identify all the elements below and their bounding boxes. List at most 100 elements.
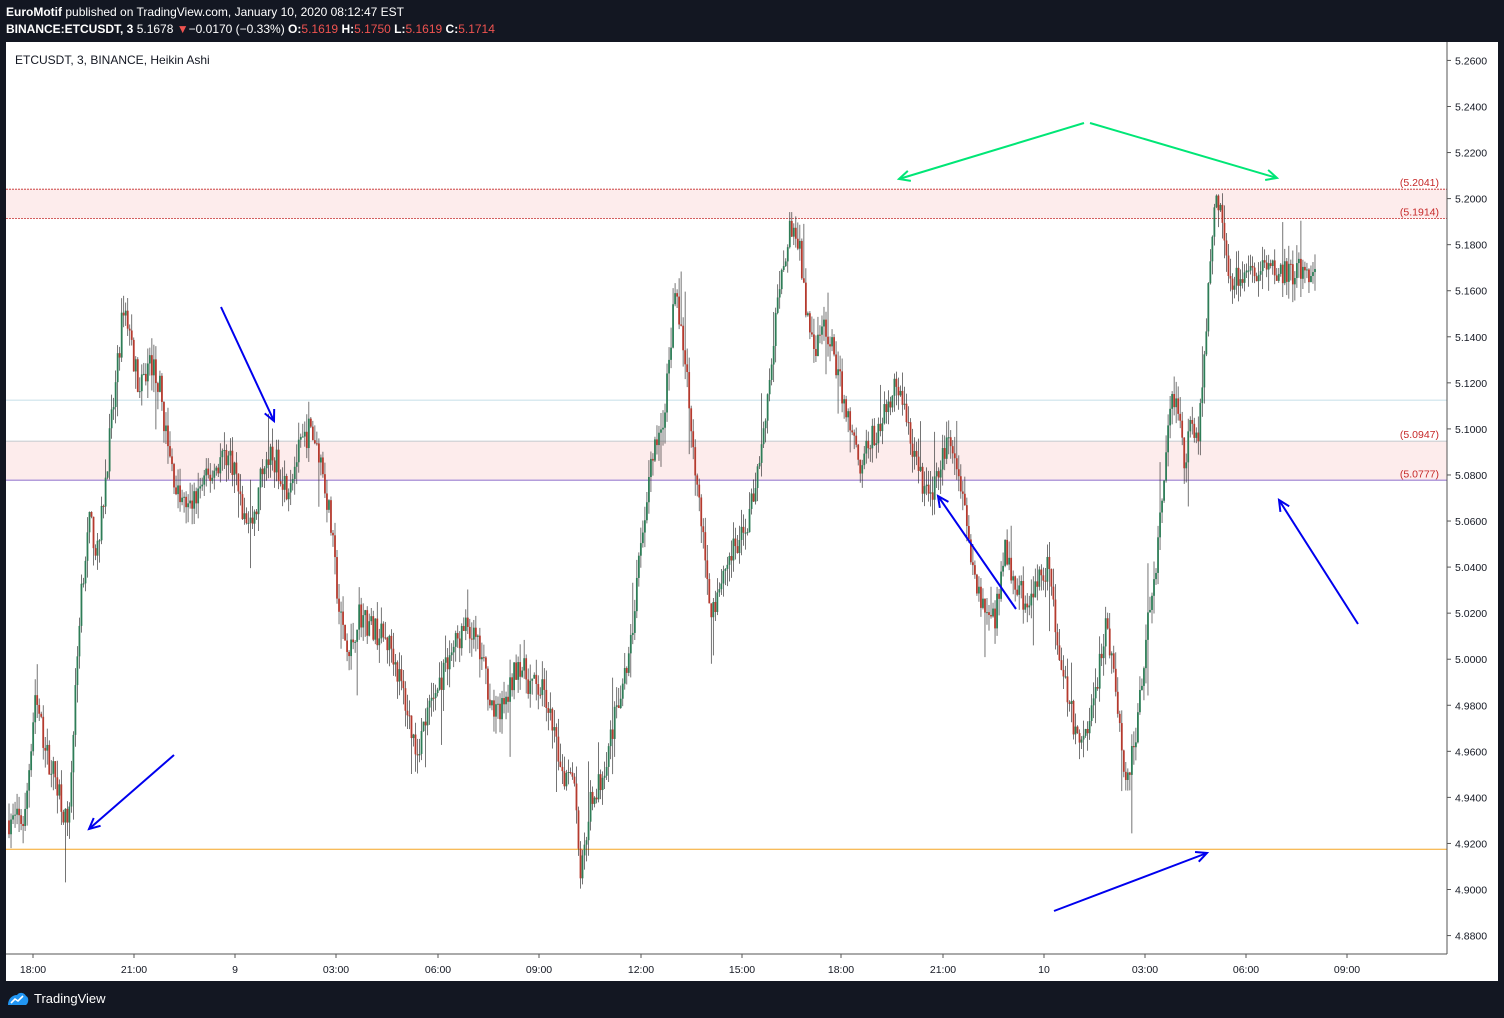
candle-down <box>94 548 97 556</box>
candle-up <box>72 734 75 773</box>
candle-down <box>969 539 972 563</box>
candle-down <box>390 635 393 649</box>
candle-down <box>432 697 435 699</box>
candle-down <box>440 677 443 690</box>
candle-down <box>507 696 509 702</box>
candle-down <box>984 598 986 613</box>
candle-up <box>986 612 988 614</box>
candle-down <box>1231 278 1234 290</box>
candle-up <box>263 468 266 475</box>
candle-down <box>1227 255 1230 276</box>
candle-down <box>829 344 831 347</box>
candle-down <box>1217 195 1220 211</box>
candle-up <box>724 568 727 571</box>
candle-up <box>110 409 113 429</box>
candle-down <box>937 471 940 478</box>
candle-down <box>974 565 976 575</box>
candle-up <box>877 423 880 444</box>
candle-up <box>1090 705 1093 722</box>
candle-up <box>565 772 568 787</box>
candle-up <box>394 662 397 665</box>
candle-down <box>813 334 815 350</box>
price-tick-label: 5.1200 <box>1455 378 1487 390</box>
arrow-shaft <box>1089 122 1278 179</box>
arrow-shaft <box>1278 499 1359 625</box>
candle-down <box>1179 413 1182 421</box>
candle-down <box>163 401 165 432</box>
candle-up <box>213 470 216 478</box>
candle-down <box>539 694 542 696</box>
candle-up <box>933 476 936 500</box>
candle-up <box>1277 273 1280 281</box>
low-label: L: <box>394 22 406 36</box>
price-tick-label: 5.0600 <box>1455 516 1487 528</box>
candle-up <box>1000 571 1002 599</box>
candle-up <box>1070 700 1073 704</box>
candle-up <box>670 347 672 360</box>
candle-up <box>613 706 616 739</box>
candle-up <box>120 312 123 358</box>
candle-up <box>28 770 31 791</box>
candle-up <box>354 641 357 643</box>
candle-down <box>336 557 338 599</box>
candle-up <box>529 680 532 694</box>
candle-down <box>487 668 489 700</box>
candle-up <box>505 696 507 705</box>
price-chart[interactable]: (5.2041)(5.1914)(5.0947)(5.0777) 5.26005… <box>6 42 1498 981</box>
candle-down <box>915 450 918 457</box>
level-label: (5.1914) <box>1400 206 1439 218</box>
candle-up <box>328 500 330 510</box>
candle-up <box>871 425 874 449</box>
candle-down <box>1221 204 1224 223</box>
candle-up <box>1243 272 1246 283</box>
chart-area[interactable]: (5.2041) (5.1914) (5.0947) (5.0777) 5.2600 5… <box>6 42 1498 981</box>
candle-up <box>368 621 371 636</box>
price-change: −0.0170 (−0.33%) <box>188 22 285 36</box>
candle-up <box>398 669 401 682</box>
candle-up <box>78 625 81 657</box>
candle-down <box>279 481 282 485</box>
candle-up <box>607 746 610 767</box>
candle-up <box>297 439 300 463</box>
candle-up <box>660 429 662 433</box>
candle-up <box>219 457 222 474</box>
candle-down <box>456 633 459 639</box>
candle-down <box>18 808 20 816</box>
candle-up <box>303 431 306 437</box>
blue-arrow-icon <box>936 494 1017 610</box>
candle-up <box>593 797 596 804</box>
candle-down <box>54 761 57 778</box>
candle-down <box>239 491 242 495</box>
candle-up <box>491 700 493 706</box>
candle-down <box>352 639 355 643</box>
candle-up <box>30 751 33 771</box>
green-arrow-icon <box>896 122 1085 182</box>
candle-up <box>104 477 107 507</box>
footer-brand[interactable]: TradingView <box>34 991 106 1006</box>
tradingview-logo-icon[interactable] <box>6 991 30 1007</box>
candle-down <box>1263 260 1266 263</box>
candle-up <box>362 615 365 628</box>
candle-down <box>811 332 813 335</box>
candle-up <box>438 677 441 690</box>
candle-up <box>1038 569 1041 587</box>
candle-up <box>623 667 626 684</box>
candle-down <box>386 637 389 651</box>
price-tick-label: 5.2400 <box>1455 101 1487 113</box>
publisher-name[interactable]: EuroMotif <box>6 5 62 19</box>
candle-down <box>8 820 10 835</box>
candle-down <box>136 359 139 392</box>
candle-up <box>1018 585 1021 595</box>
candle-up <box>631 632 634 635</box>
blue-arrow-icon <box>1277 498 1359 625</box>
candle-down <box>1066 676 1069 703</box>
candle-up <box>766 394 769 421</box>
candle-up <box>1149 609 1151 613</box>
candle-up <box>1211 236 1214 262</box>
candle-down <box>144 373 147 382</box>
candle-up <box>464 617 467 631</box>
candle-down <box>90 511 93 517</box>
candle-up <box>978 586 980 594</box>
candle-down <box>1026 603 1029 608</box>
candle-down <box>1040 569 1043 576</box>
